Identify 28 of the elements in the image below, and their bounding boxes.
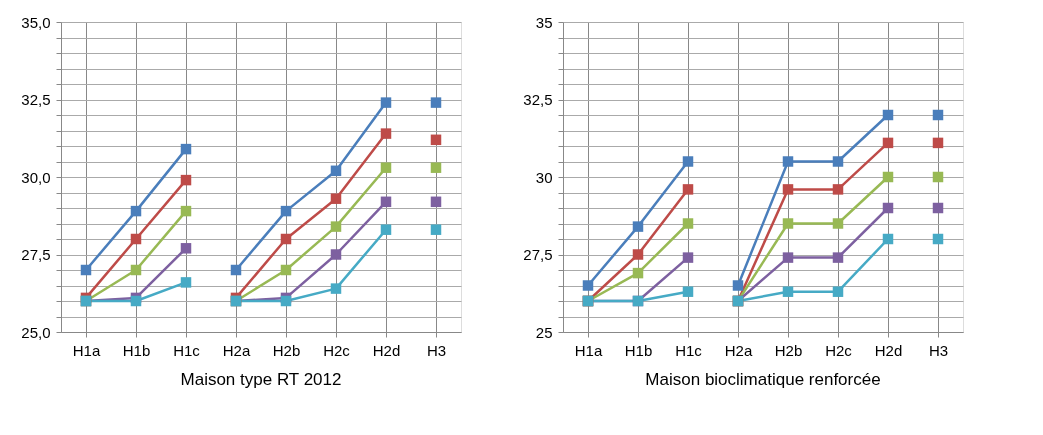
x-tick-label: H2b <box>774 341 803 359</box>
y-tick-label: 35,0 <box>21 13 51 31</box>
text: Maison bioclimatique renforcée <box>645 370 881 389</box>
x-tick-label: H1b <box>122 341 151 359</box>
y-tick-label: 27,5 <box>21 246 51 263</box>
x-tick-label: H1c <box>675 341 703 359</box>
y-tick-label: 30 <box>535 168 553 186</box>
x-tick-label: H3 <box>426 341 447 359</box>
x-tick-label: H2a <box>724 341 753 359</box>
x-tick-label: H3 <box>928 341 949 359</box>
x-tick-label: H2d <box>874 341 903 359</box>
x-tick-label: H1b <box>624 341 653 359</box>
y-tick-label: 35 <box>535 13 553 31</box>
y-tick-label: 27,5 <box>523 246 553 263</box>
x-tick-label: H2a <box>222 341 251 359</box>
x-tick-label: H1a <box>72 341 101 359</box>
y-tick-label: 30,0 <box>21 168 51 186</box>
x-tick-label: H2c <box>825 341 853 359</box>
y-tick-label: 32,5 <box>21 91 51 108</box>
x-tick-label: H2d <box>372 341 401 359</box>
x-tick-label: H1c <box>173 341 201 359</box>
x-tick-label: H1a <box>574 341 603 359</box>
y-tick-label: 25 <box>535 323 553 341</box>
x-tick-label: H2c <box>323 341 351 359</box>
y-tick-label: 32,5 <box>523 91 553 108</box>
y-tick-label: 25,0 <box>21 323 51 341</box>
text: Maison type RT 2012 <box>180 370 342 389</box>
x-tick-label: H2b <box>272 341 301 359</box>
